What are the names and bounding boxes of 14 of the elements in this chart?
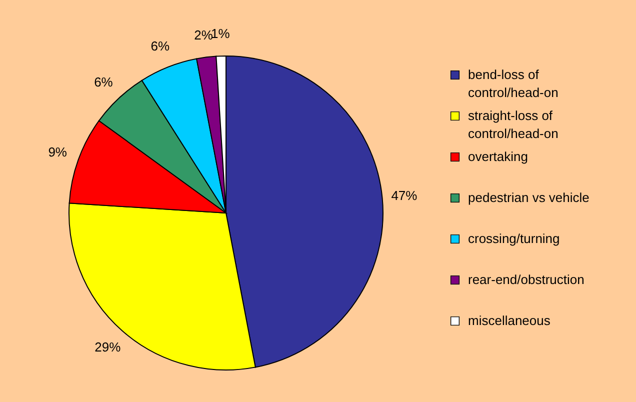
legend-label: pedestrian vs vehicle xyxy=(468,190,590,205)
data-label: 1% xyxy=(210,26,230,42)
legend-label: bend-loss of control/head-on xyxy=(468,67,558,100)
data-label: 47% xyxy=(391,188,418,204)
data-label: 6% xyxy=(150,38,170,54)
legend-label: straight-loss of control/head-on xyxy=(468,108,558,141)
legend-label: miscellaneous xyxy=(468,313,551,328)
legend-label: overtaking xyxy=(468,149,528,164)
data-label: 2% xyxy=(194,27,214,42)
legend-label: rear-end/obstruction xyxy=(468,272,584,287)
data-label: 9% xyxy=(48,144,68,160)
data-label: 29% xyxy=(94,339,122,354)
data-label: 6% xyxy=(94,74,114,90)
legend-label: crossing/turning xyxy=(468,231,560,246)
